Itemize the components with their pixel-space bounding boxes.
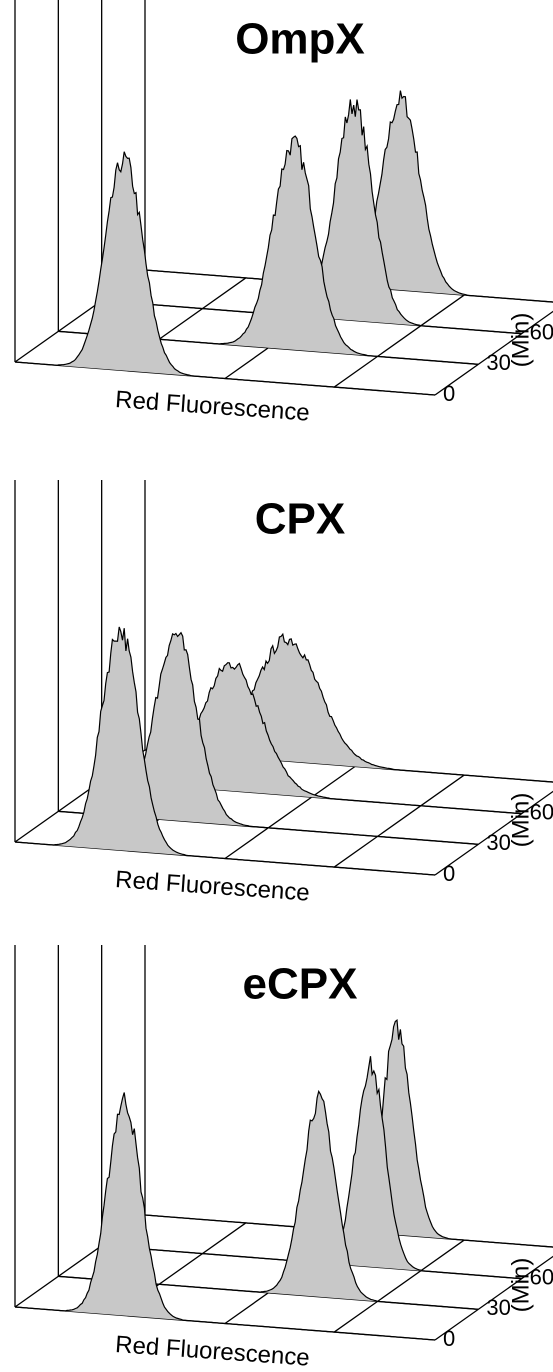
depth-line xyxy=(333,774,465,868)
z-axis-label: (Min) xyxy=(507,1258,534,1313)
panel-title: CPX xyxy=(255,495,345,544)
x-axis-label: Red Fluorescence xyxy=(114,866,310,907)
z-tick-label: 60 xyxy=(530,799,553,824)
histogram xyxy=(14,1092,436,1341)
x-axis-label: Red Fluorescence xyxy=(114,386,310,427)
histogram xyxy=(14,626,436,876)
panel-title: eCPX xyxy=(243,960,358,1009)
x-axis-label: Red Fluorescence xyxy=(114,1331,310,1372)
panel: OmpX0306090Red Fluorescence(Min) xyxy=(14,0,553,427)
z-tick-label: 30 xyxy=(486,1295,510,1320)
depth-line xyxy=(224,765,356,860)
panel: CPX0306090Red Fluorescence(Min) xyxy=(14,480,553,907)
panel: eCPX0306090Red Fluorescence(Min) xyxy=(14,945,553,1372)
depth-line xyxy=(434,790,553,876)
z-axis-label: (Min) xyxy=(507,313,534,368)
panel-title: OmpX xyxy=(235,15,365,64)
z-tick-label: 60 xyxy=(530,319,553,344)
depth-line xyxy=(434,1255,553,1341)
z-tick-label: 30 xyxy=(486,830,510,855)
z-tick-label: 60 xyxy=(530,1264,553,1289)
z-tick-label: 30 xyxy=(486,350,510,375)
z-axis-label: (Min) xyxy=(507,793,534,848)
histogram xyxy=(14,151,436,396)
depth-line xyxy=(333,1239,465,1333)
depth-line xyxy=(333,294,465,388)
depth-line xyxy=(434,310,553,396)
